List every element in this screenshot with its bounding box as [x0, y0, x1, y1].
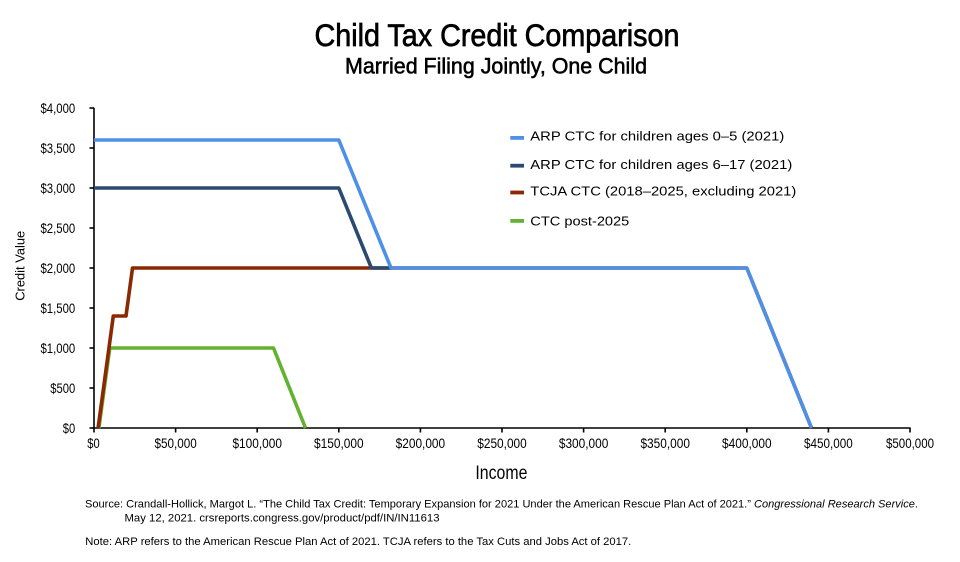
svg-text:$200,000: $200,000 [396, 436, 446, 452]
svg-text:Child Tax Credit Comparison: Child Tax Credit Comparison [315, 17, 680, 53]
svg-text:Income: Income [475, 463, 527, 484]
svg-text:ARP CTC for children ages 6–17: ARP CTC for children ages 6–17 (2021) [530, 157, 792, 172]
svg-text:$100,000: $100,000 [232, 436, 282, 452]
svg-text:$500: $500 [50, 381, 75, 397]
svg-text:$450,000: $450,000 [804, 436, 853, 452]
svg-text:TCJA CTC (2018–2025, excluding: TCJA CTC (2018–2025, excluding 2021) [530, 184, 796, 199]
svg-text:$50,000: $50,000 [154, 436, 196, 452]
svg-text:Credit Value: Credit Value [12, 231, 27, 301]
svg-text:$300,000: $300,000 [559, 436, 609, 452]
svg-text:Source: Crandall-Hollick, Marg: Source: Crandall-Hollick, Margot L. “The… [85, 499, 918, 511]
svg-text:$2,500: $2,500 [41, 221, 76, 237]
svg-text:$400,000: $400,000 [722, 436, 772, 452]
svg-text:$150,000: $150,000 [314, 436, 364, 452]
svg-text:$4,000: $4,000 [41, 101, 76, 117]
svg-text:$0: $0 [63, 421, 75, 437]
svg-text:Note: ARP refers to the Americ: Note: ARP refers to the American Rescue … [85, 536, 631, 548]
svg-text:CTC post-2025: CTC post-2025 [530, 214, 629, 229]
svg-text:Married Filing Jointly, One Ch: Married Filing Jointly, One Child [345, 54, 647, 79]
svg-text:$3,500: $3,500 [41, 141, 76, 157]
svg-text:$1,500: $1,500 [41, 301, 76, 317]
svg-text:$0: $0 [87, 436, 99, 452]
svg-text:$2,000: $2,000 [41, 261, 76, 277]
svg-text:$1,000: $1,000 [41, 341, 76, 357]
svg-text:$3,000: $3,000 [41, 181, 76, 197]
svg-text:ARP CTC for children ages 0–5: ARP CTC for children ages 0–5 (2021) [530, 129, 784, 144]
svg-text:$350,000: $350,000 [640, 436, 690, 452]
svg-text:$500,000: $500,000 [886, 436, 934, 452]
svg-text:$250,000: $250,000 [477, 436, 527, 452]
svg-text:May 12, 2021. crsreports.congr: May 12, 2021. crsreports.congress.gov/pr… [125, 513, 440, 525]
